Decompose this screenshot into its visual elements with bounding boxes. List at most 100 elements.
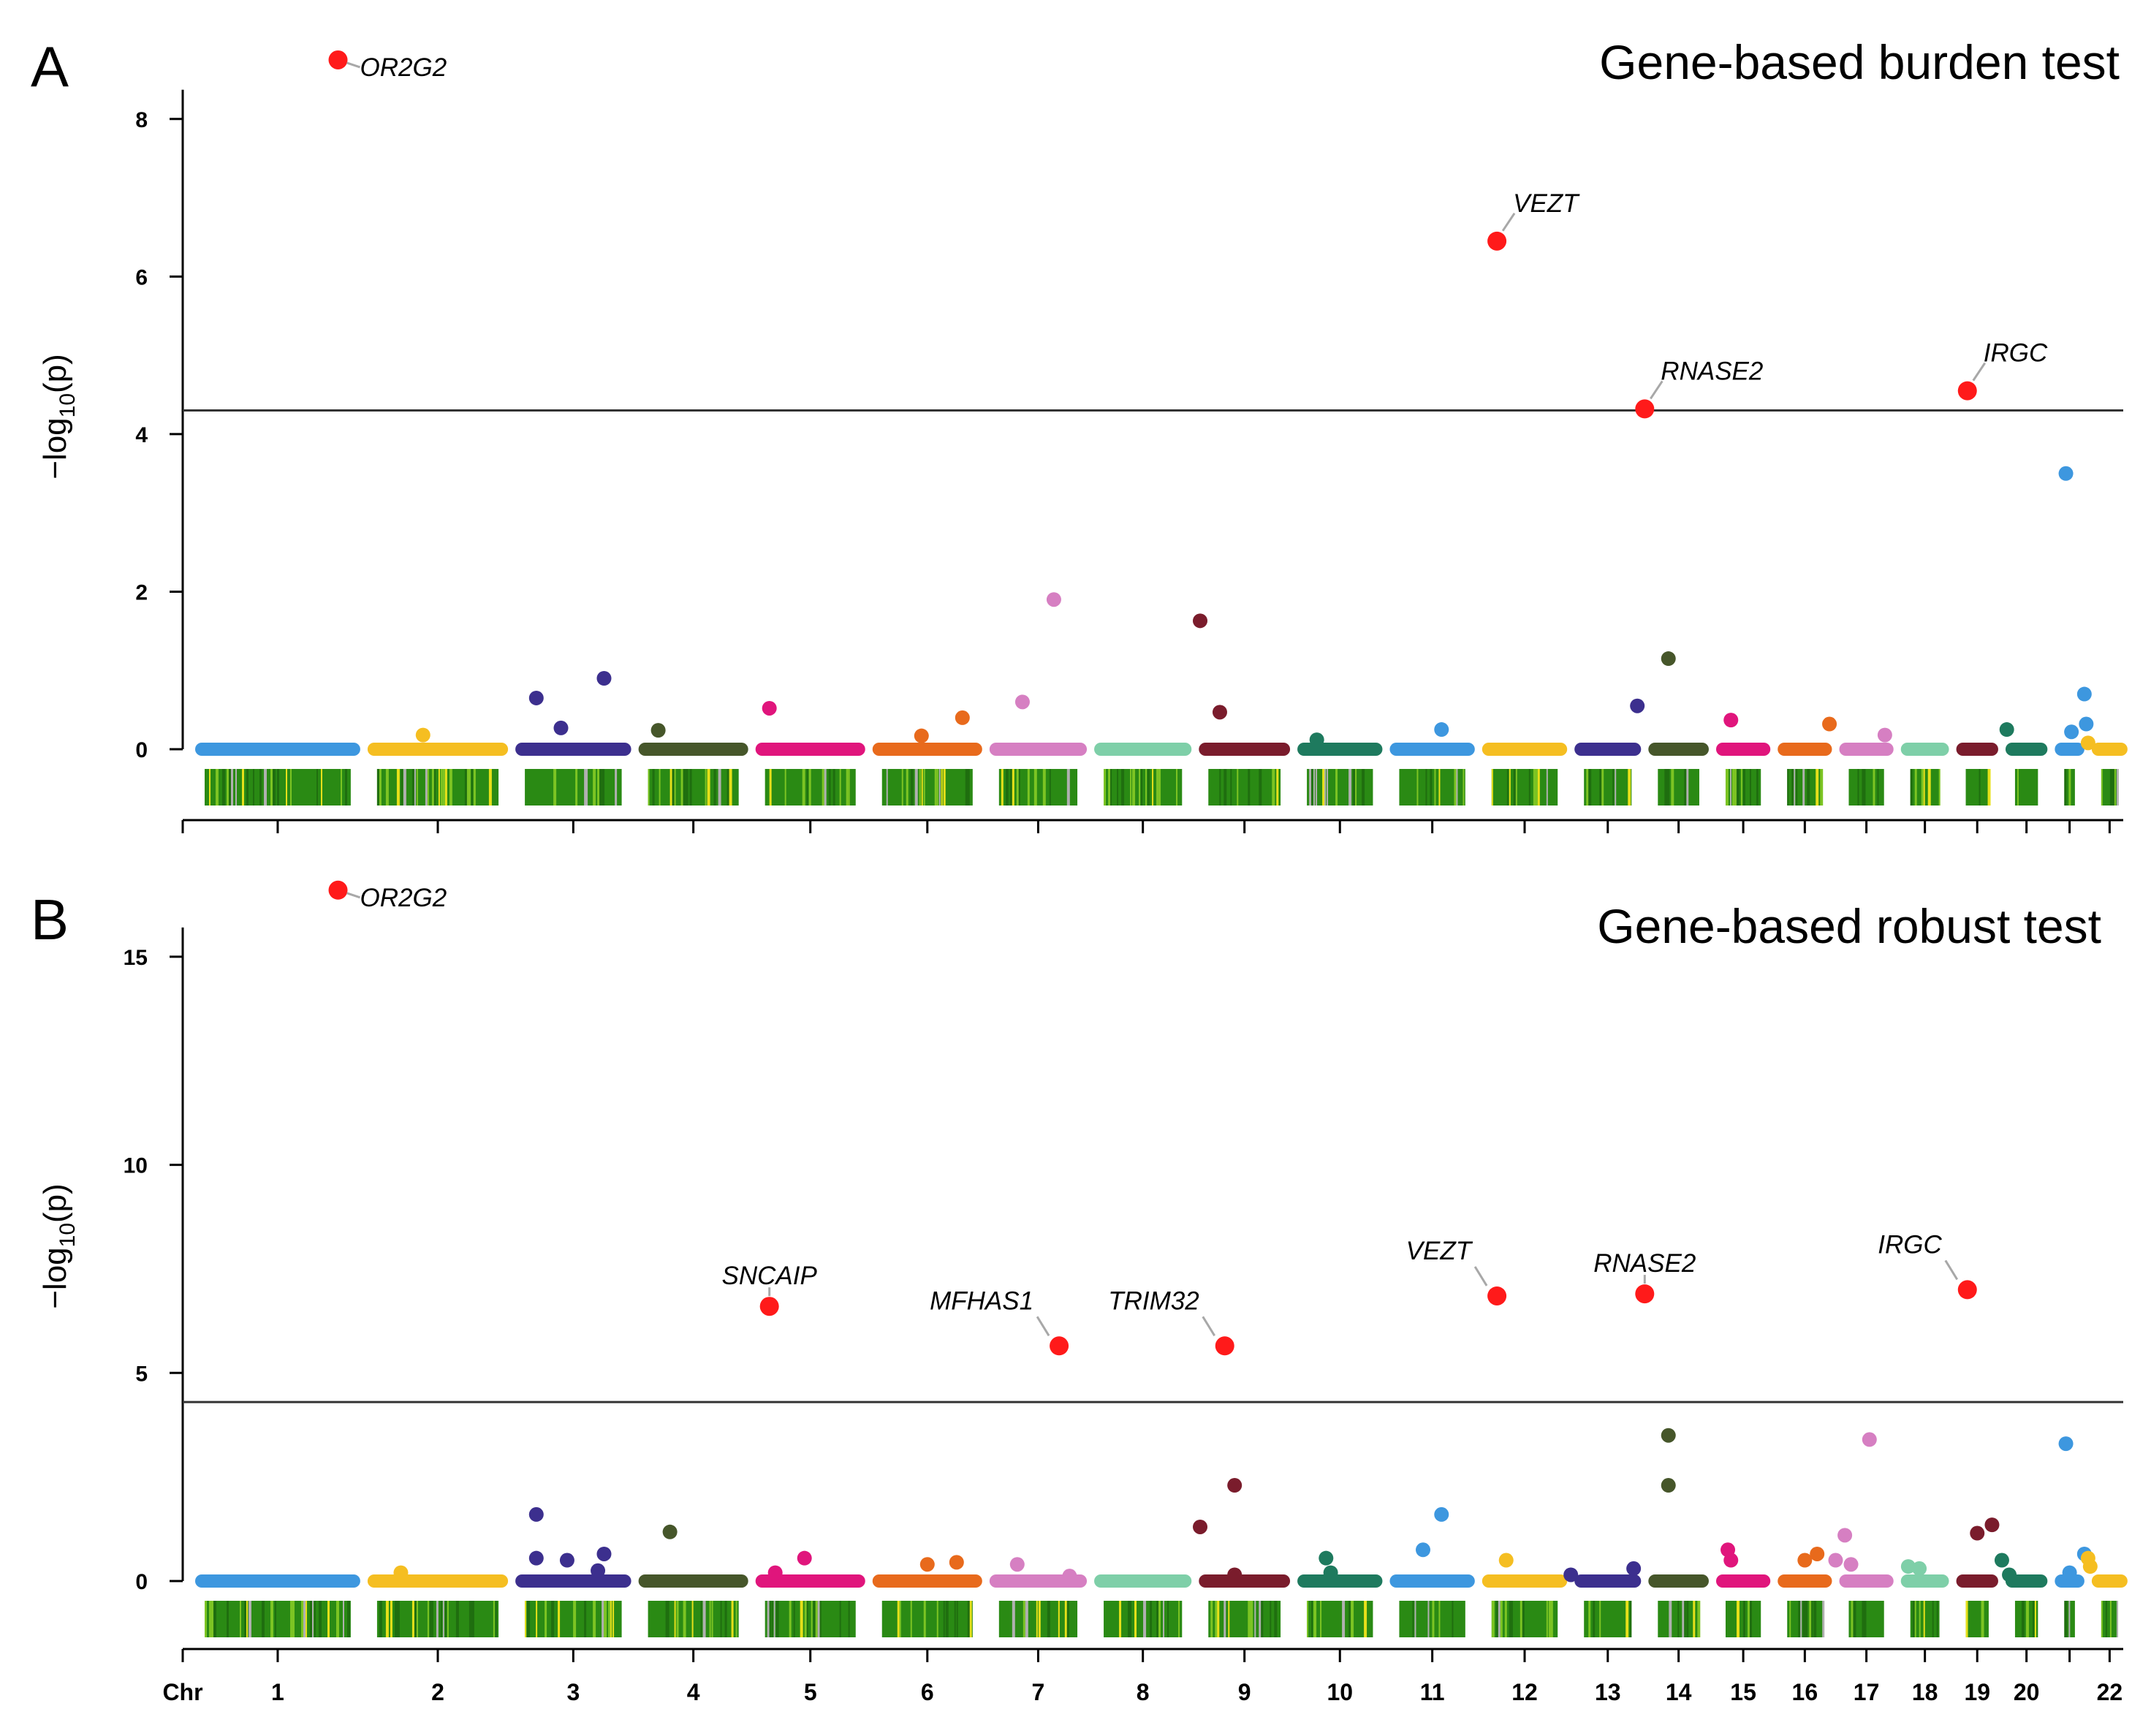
chr-label-18: 18 xyxy=(1912,1679,1938,1705)
panel-a-chr-bar-17 xyxy=(1839,743,1894,756)
panel-a-chr-bar-15 xyxy=(1715,743,1771,756)
panel-b-gene-label-TRIM32: TRIM32 xyxy=(1108,1286,1199,1315)
panel-b-sig-point-VEZT xyxy=(1487,1286,1507,1305)
panel-b-title: Gene-based robust test xyxy=(1597,899,2101,953)
panel-b-chr-bar-17 xyxy=(1839,1574,1894,1588)
panel-a-chr-bar-16 xyxy=(1778,743,1832,756)
chr-label-4: 4 xyxy=(687,1679,700,1705)
chr-label-19: 19 xyxy=(1964,1679,1990,1705)
panel-b-gene-label-OR2G2: OR2G2 xyxy=(360,884,447,912)
chr-label-10: 10 xyxy=(1327,1679,1353,1705)
panel-b-point-20 xyxy=(1498,1553,1514,1568)
panel-a-chr-bar-22 xyxy=(2091,743,2128,756)
panel-b-point-24 xyxy=(1661,1478,1676,1493)
panel-b-ytick-label-5: 5 xyxy=(135,1362,148,1386)
chr-label-17: 17 xyxy=(1854,1679,1880,1705)
panel-b-density-strip-chr-18 xyxy=(1910,1601,1940,1637)
panel-b-density-strip-chr-14 xyxy=(1658,1601,1701,1637)
chr-label-5: 5 xyxy=(804,1679,817,1705)
chr-label-12: 12 xyxy=(1511,1679,1538,1705)
panel-a-density-strip-chr-14 xyxy=(1658,769,1699,806)
panel-b-point-31 xyxy=(1843,1557,1859,1572)
panel-a-point-24 xyxy=(2080,735,2095,751)
panel-b-point-15 xyxy=(1227,1567,1243,1583)
panel-a-point-19 xyxy=(1999,722,2014,738)
panel-a-ytick-label-8: 8 xyxy=(135,108,148,132)
panel-b-chr-bar-9 xyxy=(1199,1574,1291,1588)
panel-a-density-strip-chr-7 xyxy=(998,769,1078,806)
panel-b-density-strip-chr-21 xyxy=(2064,1601,2075,1637)
panel-a-ytick-label-0: 0 xyxy=(135,738,148,762)
panel-b-point-16 xyxy=(1319,1550,1334,1566)
panel-b-point-4 xyxy=(596,1546,612,1561)
panel-letter-a: A xyxy=(31,34,69,99)
panel-b-density-strip-chr-6 xyxy=(881,1601,973,1637)
panel-a-point-1 xyxy=(528,690,544,705)
panel-a-chr-bar-21 xyxy=(2055,743,2084,756)
panel-b-point-14 xyxy=(1227,1478,1243,1493)
panel-b-arrow-VEZT xyxy=(1473,1266,1488,1286)
panel-a-chr-bar-20 xyxy=(2005,743,2048,756)
panel-b-point-2 xyxy=(528,1550,544,1566)
panel-a-arrow-OR2G2 xyxy=(346,61,360,69)
panel-a-chr-bar-5 xyxy=(755,743,865,756)
panel-b-density-strip-chr-3 xyxy=(525,1601,622,1637)
panel-b-point-28 xyxy=(1810,1546,1825,1561)
panel-b-density-strip-chr-15 xyxy=(1725,1601,1761,1637)
panel-a-ytick-label-2: 2 xyxy=(135,580,148,604)
panel-a-chr-bar-9 xyxy=(1199,743,1291,756)
panel-b-arrow-IRGC xyxy=(1944,1259,1959,1281)
panel-b-point-5 xyxy=(591,1563,606,1578)
panel-a-gene-label-IRGC: IRGC xyxy=(1984,339,2048,368)
chr-label-6: 6 xyxy=(921,1679,934,1705)
panel-a-density-strip-chr-21 xyxy=(2064,769,2075,806)
panel-b-chr-bar-15 xyxy=(1715,1574,1771,1588)
panel-b-point-12 xyxy=(1062,1569,1077,1584)
panel-b-point-38 xyxy=(2002,1567,2017,1583)
panel-b-point-36 xyxy=(1984,1517,2000,1533)
panel-b-point-13 xyxy=(1193,1519,1208,1534)
panel-b-point-18 xyxy=(1416,1542,1430,1558)
chr-label-22: 22 xyxy=(2097,1679,2123,1705)
panel-b-ytick-label-0: 0 xyxy=(135,1570,148,1594)
panel-a-title: Gene-based burden test xyxy=(1599,35,2120,89)
panel-a-density-strip-chr-4 xyxy=(648,769,739,806)
panel-a-arrow-IRGC xyxy=(1972,362,1987,382)
chr-label-20: 20 xyxy=(2014,1679,2040,1705)
panel-a-chr-bar-14 xyxy=(1648,743,1709,756)
panel-b-sig-point-SNCAIP xyxy=(759,1297,779,1316)
panel-a-density-strip-chr-5 xyxy=(765,769,856,806)
chr-label-1: 1 xyxy=(271,1679,284,1705)
panel-a-point-7 xyxy=(955,710,970,725)
panel-a-ytick-label-4: 4 xyxy=(135,423,148,447)
panel-a-point-12 xyxy=(1309,732,1324,748)
panel-a-chr-bar-6 xyxy=(872,743,982,756)
panel-a-density-strip-chr-22 xyxy=(2101,769,2119,806)
plot-layer: 02468OR2G2VEZTRNASE2IRGC051015OR2G2SNCAI… xyxy=(124,50,2128,1705)
panel-b-density-strip-chr-2 xyxy=(376,1601,499,1637)
panel-b-gene-label-SNCAIP: SNCAIP xyxy=(722,1262,818,1290)
panel-letter-b: B xyxy=(31,887,69,952)
panel-b-chr-bar-13 xyxy=(1574,1574,1642,1588)
panel-b-point-33 xyxy=(1900,1559,1916,1574)
panel-b-point-37 xyxy=(1994,1553,2009,1568)
panel-b-chr-bar-16 xyxy=(1778,1574,1832,1588)
panel-b-point-23 xyxy=(1661,1428,1676,1443)
panel-a-chr-bar-3 xyxy=(515,743,631,756)
panel-b-density-strip-chr-10 xyxy=(1307,1601,1373,1637)
panel-b-chr-bar-5 xyxy=(755,1574,865,1588)
panel-a-density-strip-chr-16 xyxy=(1787,769,1824,806)
panel-b-density-strip-chr-7 xyxy=(998,1601,1078,1637)
panel-b-chr-bar-18 xyxy=(1900,1574,1949,1588)
panel-b-ytick-label-15: 15 xyxy=(124,946,148,970)
panel-a-chr-bar-10 xyxy=(1297,743,1383,756)
panel-b-chr-bar-20 xyxy=(2005,1574,2048,1588)
panel-b-chr-bar-3 xyxy=(515,1574,631,1588)
panel-b-point-34 xyxy=(1912,1561,1927,1576)
panel-a-point-13 xyxy=(1434,722,1449,738)
panel-a-chr-bar-13 xyxy=(1574,743,1642,756)
panel-b-point-30 xyxy=(1837,1528,1853,1543)
panel-a-density-strip-chr-3 xyxy=(525,769,622,806)
panel-b-chr-bar-8 xyxy=(1094,1574,1192,1588)
